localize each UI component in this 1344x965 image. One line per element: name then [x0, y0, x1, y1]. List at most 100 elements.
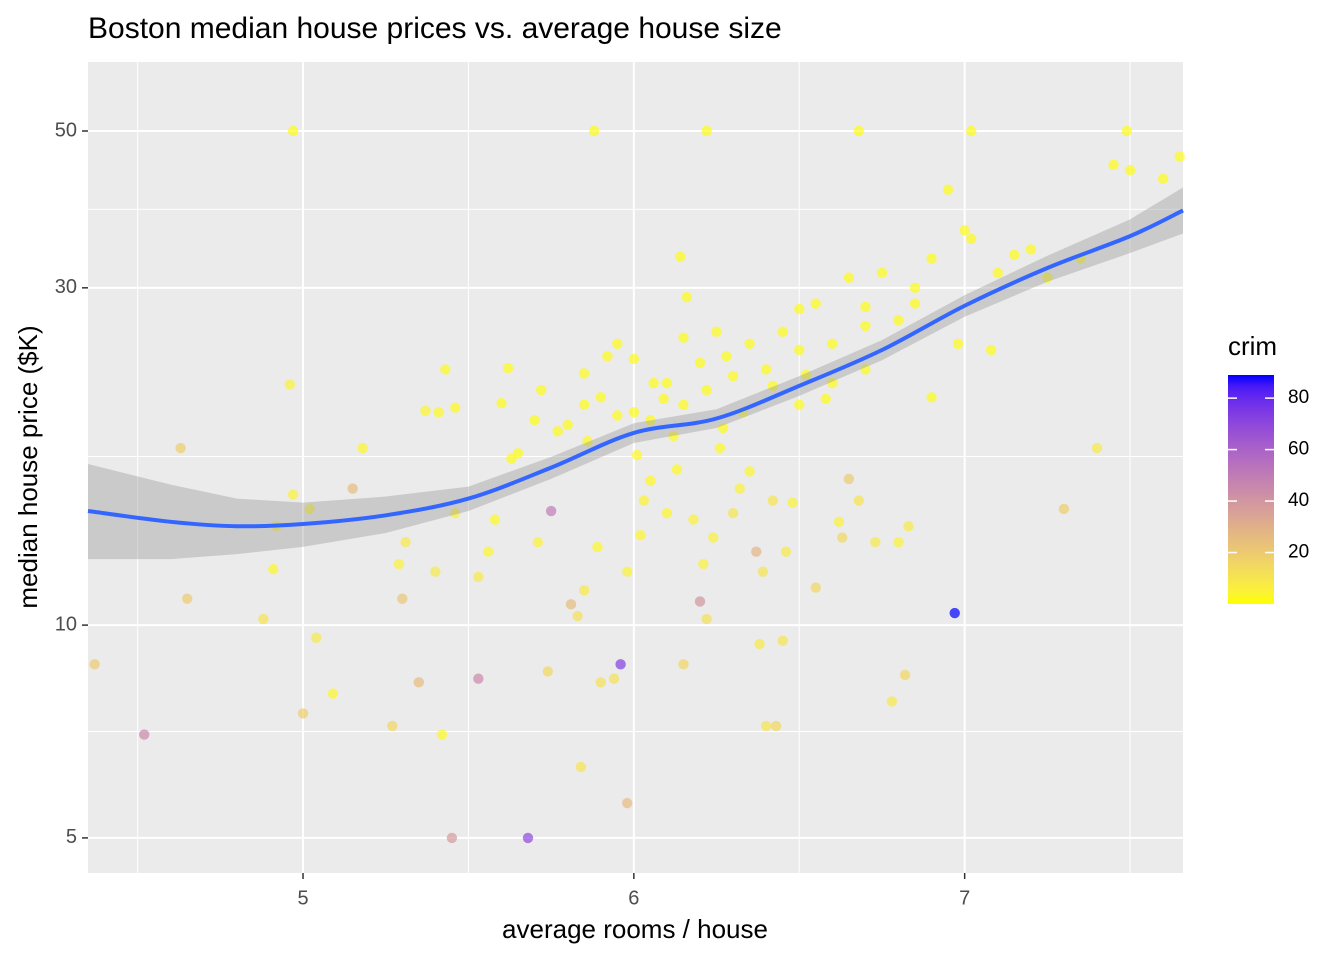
point: [893, 314, 904, 326]
point: [529, 414, 540, 426]
point: [615, 659, 626, 670]
point: [284, 379, 295, 390]
y-tick-label: 5: [66, 826, 77, 848]
point: [1009, 249, 1020, 261]
point: [744, 338, 755, 350]
y-tick-label: 50: [55, 119, 77, 141]
point: [777, 635, 788, 647]
y-tick-label: 30: [55, 276, 77, 298]
point: [860, 301, 871, 313]
point: [347, 483, 358, 494]
point: [357, 442, 368, 454]
point: [304, 503, 315, 515]
point: [297, 708, 309, 719]
point: [949, 607, 960, 619]
point: [436, 729, 448, 740]
point: [631, 449, 643, 461]
point: [287, 125, 299, 137]
point: [588, 125, 600, 137]
point: [536, 384, 547, 396]
point: [714, 442, 726, 454]
point: [542, 666, 554, 677]
point: [1108, 159, 1119, 170]
point: [985, 344, 997, 356]
point: [780, 546, 792, 557]
point: [721, 351, 732, 362]
point: [833, 516, 845, 528]
point: [645, 414, 656, 426]
point: [595, 392, 606, 403]
point: [612, 410, 623, 421]
point: [760, 720, 772, 732]
point: [182, 593, 193, 604]
point: [966, 233, 977, 244]
point: [1121, 125, 1132, 137]
point: [473, 673, 484, 684]
point: [794, 303, 805, 315]
point: [622, 797, 633, 809]
point: [565, 599, 577, 610]
point: [579, 399, 590, 410]
point: [1025, 244, 1037, 255]
point: [450, 507, 461, 519]
point: [562, 419, 573, 431]
plot-background: [88, 62, 1183, 873]
y-tick-label: 10: [55, 613, 77, 635]
point: [89, 659, 100, 670]
point: [258, 613, 269, 625]
point: [1157, 173, 1169, 184]
point: [532, 537, 544, 548]
point: [843, 473, 855, 485]
point: [870, 537, 881, 548]
point: [287, 489, 299, 500]
point: [992, 267, 1003, 279]
point: [545, 505, 557, 517]
point: [327, 688, 339, 699]
point: [734, 483, 745, 494]
point: [496, 398, 507, 409]
point: [837, 532, 848, 543]
smooth-line: [87, 208, 1184, 529]
point: [727, 507, 739, 519]
point: [638, 495, 649, 506]
x-tick-label: 7: [959, 887, 970, 909]
point: [268, 563, 279, 575]
point: [440, 364, 451, 375]
point: [1174, 151, 1185, 162]
point: [575, 761, 587, 773]
point: [400, 537, 411, 548]
point: [139, 729, 150, 740]
colorbar-label: 60: [1288, 439, 1309, 460]
point: [579, 585, 590, 596]
point: [777, 326, 788, 337]
point: [860, 364, 871, 375]
point: [1058, 503, 1070, 515]
point: [727, 370, 739, 382]
point: [522, 832, 534, 844]
point: [678, 332, 689, 343]
point: [595, 677, 606, 688]
point: [926, 253, 937, 264]
point: [751, 546, 762, 557]
point: [966, 125, 977, 137]
point: [757, 566, 769, 577]
point: [1091, 442, 1103, 454]
point: [886, 696, 898, 707]
point: [628, 353, 640, 365]
x-tick-label: 6: [628, 887, 639, 909]
point: [579, 368, 590, 379]
y-axis-title: median house price ($K): [13, 325, 43, 608]
point: [909, 298, 921, 309]
point: [628, 407, 640, 418]
point: [853, 495, 865, 506]
point: [909, 282, 921, 294]
point: [794, 399, 805, 410]
point: [658, 393, 669, 404]
x-tick-label: 5: [297, 887, 308, 909]
point: [612, 338, 623, 350]
point: [810, 298, 821, 309]
point: [413, 677, 425, 688]
point: [678, 399, 689, 410]
point: [602, 351, 613, 362]
point: [698, 558, 709, 570]
